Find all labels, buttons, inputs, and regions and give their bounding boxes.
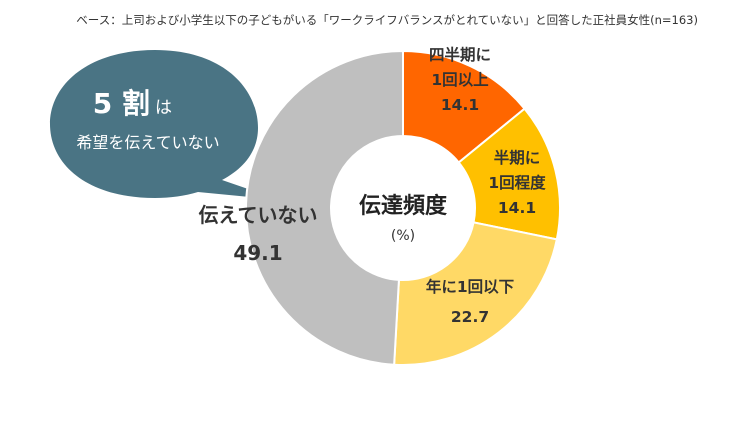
callout-bubble: 5 割 は 希望を伝えていない xyxy=(50,50,280,200)
slice-label-line: 半期に xyxy=(494,148,541,167)
slice-label-line: 1回以上 xyxy=(431,71,489,89)
slice-label-3: 年に1回以下 22.7 xyxy=(426,277,514,326)
slice-value: 22.7 xyxy=(451,308,489,326)
slice-label-2: 半期に 1回程度 14.1 xyxy=(488,148,546,217)
slice-label-line: 四半期に xyxy=(429,45,491,64)
center-title: 伝達頻度 xyxy=(359,193,448,219)
slice-labels: 四半期に 1回以上 14.1 半期に 1回程度 14.1 年に1回以下 22.7 伝えていない 4… xyxy=(199,45,547,326)
callout-bubble-shape xyxy=(50,50,280,200)
callout-particle-text: は xyxy=(155,98,172,118)
slice-label-4: 伝えていない 49.1 xyxy=(199,203,318,265)
slice-label-1: 四半期に 1回以上 14.1 xyxy=(429,45,491,114)
donut-center: 伝達頻度 (%) xyxy=(359,193,448,244)
base-note: ベース：上司および小学生以下の子どもがいる「ワークライフバランスがとれていない」… xyxy=(76,13,698,27)
donut-slices xyxy=(245,49,561,366)
slice-value: 49.1 xyxy=(233,241,282,265)
slice-label-line: 1回程度 xyxy=(488,173,546,192)
slice-value: 14.1 xyxy=(498,199,536,217)
center-unit: (%) xyxy=(391,228,415,244)
slice-label-line: 伝えていない xyxy=(199,203,318,227)
donut-hole xyxy=(331,136,475,280)
callout-big-text: 5 割 xyxy=(93,87,150,120)
callout-line2-text: 希望を伝えていない xyxy=(76,133,219,152)
slice-value: 14.1 xyxy=(441,96,479,114)
slice-label-line: 年に1回以下 xyxy=(426,277,514,296)
